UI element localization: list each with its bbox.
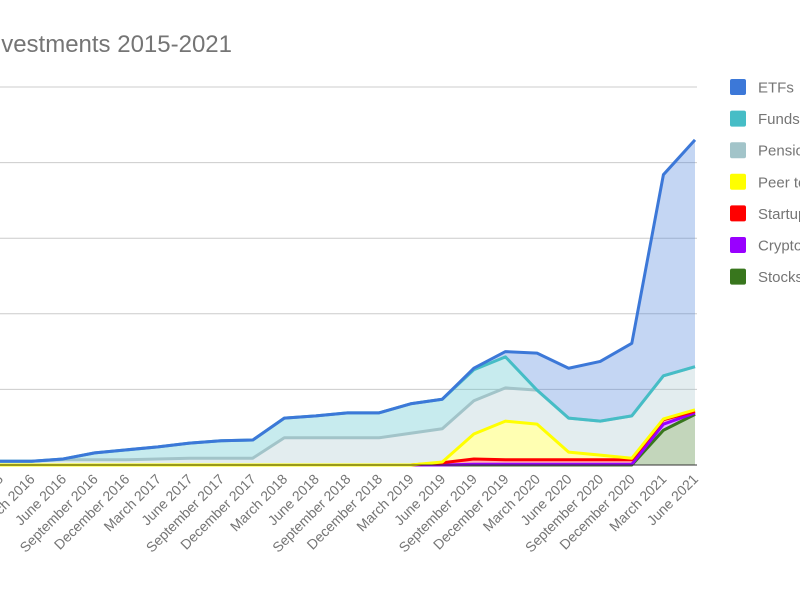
- legend-label: Startups: [758, 206, 800, 223]
- legend-swatch: [730, 142, 746, 159]
- legend-item-crypto[interactable]: Crypto: [730, 237, 800, 255]
- legend-label: Crypto: [758, 238, 800, 255]
- legend-item-pension[interactable]: Pension: [730, 142, 800, 160]
- legend-swatch: [730, 205, 746, 222]
- legend-swatch: [730, 110, 746, 127]
- legend-label: Pension: [758, 143, 800, 160]
- legend: ETFs Funds Pension Peer to peer Startups Cryp…: [730, 79, 800, 286]
- legend-item-peer-to-peer[interactable]: Peer to peer: [730, 173, 800, 192]
- legend-item-stocks[interactable]: Stocks: [730, 268, 800, 287]
- gridlines: [0, 86, 697, 390]
- legend-label: Stocks: [758, 269, 800, 286]
- legend-swatch: [730, 173, 746, 190]
- area-funds: [0, 356, 695, 462]
- area-pension: [0, 366, 695, 465]
- legend-label: Funds: [758, 111, 800, 128]
- legend-swatch: [730, 237, 746, 253]
- legend-item-funds[interactable]: Funds: [730, 110, 800, 129]
- series-areas: [0, 139, 695, 465]
- line-etfs: [0, 138, 697, 463]
- legend-item-etfs[interactable]: ETFs: [730, 79, 794, 97]
- legend-swatch: [730, 79, 746, 95]
- legend-swatch: [730, 268, 746, 285]
- legend-label: ETFs: [758, 80, 794, 97]
- legend-item-startups[interactable]: Startups: [730, 205, 800, 223]
- legend-label: Peer to peer: [758, 174, 800, 191]
- chart-title: Investments 2015-2021: [0, 31, 232, 58]
